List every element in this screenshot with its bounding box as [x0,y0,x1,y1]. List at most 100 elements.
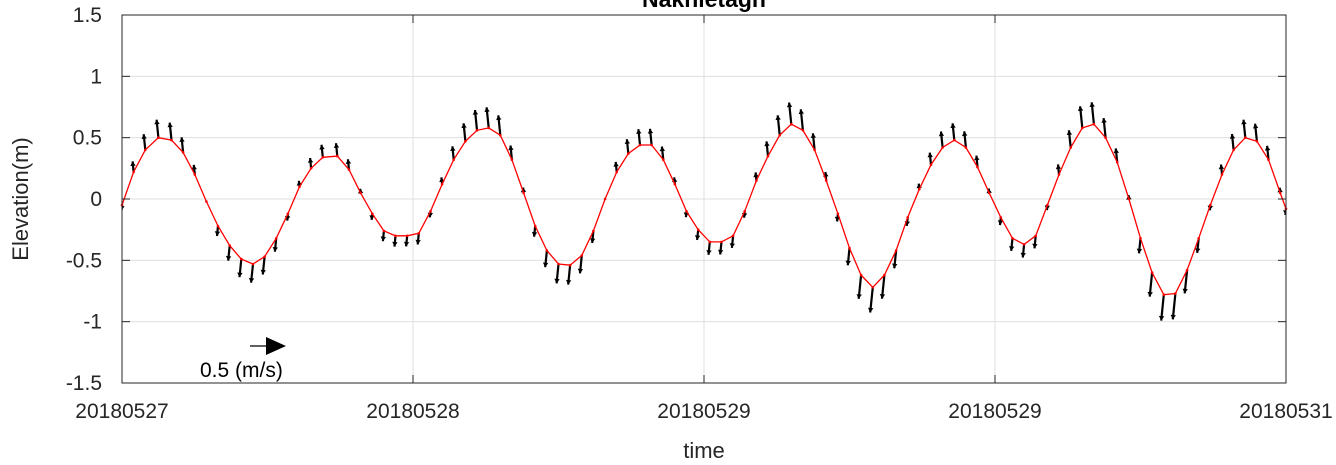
current-arrow [392,235,398,247]
current-arrow-head [484,107,490,112]
data-point [1046,203,1049,207]
current-arrow [154,119,160,138]
current-arrow-head [590,238,596,243]
current-arrow-head [706,250,712,255]
data-point [580,254,584,257]
data-point [824,179,828,182]
current-arrow [333,143,340,157]
current-arrow-head [1283,210,1286,215]
current-arrow-head [1113,148,1119,154]
current-arrow [1113,148,1119,163]
current-arrow-head [1170,314,1176,320]
data-point [1267,158,1270,161]
current-arrow-head [225,255,232,261]
data-point [440,183,444,186]
reference-vector: 0.5 (m/s) [200,337,286,382]
current-arrow [415,233,421,245]
data-point [883,273,886,277]
current-arrow [272,238,278,252]
current-arrow-head [753,172,759,178]
data-point [592,229,595,233]
current-arrow-head [694,235,701,240]
current-arrow [868,287,874,313]
current-arrow [753,172,759,181]
data-point [394,234,397,238]
y-tick-label: 0 [90,188,102,211]
data-point [801,129,805,132]
current-arrow-head [472,110,479,115]
data-point [1232,148,1235,152]
data-point [274,237,278,240]
current-arrow [775,115,781,136]
current-arrow [531,225,538,237]
current-arrow-head [248,278,255,283]
current-arrow-head [345,159,352,164]
current-arrow-head [1241,119,1247,125]
current-arrow-head [1055,164,1062,170]
current-arrow [647,128,654,146]
current-arrow [938,131,945,148]
data-point [298,185,301,188]
y-tick-label: -1.5 [66,372,102,395]
data-point [790,122,793,126]
data-point [1278,191,1282,195]
current-arrow-head [613,161,619,167]
current-arrow-head [974,155,980,161]
current-arrow [472,109,479,131]
current-arrow [892,250,898,269]
data-point [1162,293,1166,297]
x-tick-label: 20180529 [657,400,750,423]
current-arrow [484,107,490,129]
current-arrow-head [879,294,886,299]
current-arrow-head [1218,164,1225,170]
data-point [720,240,723,244]
current-arrow-head [260,269,266,275]
current-arrow [307,157,314,169]
y-tick-label: -1 [83,311,102,334]
grid-lines [122,15,1286,383]
current-arrow [141,134,147,151]
current-arrow-head [1195,248,1201,253]
data-point [568,263,572,267]
current-arrow [450,146,456,160]
x-tick-labels: 20180527 20180528 20180529 20180529 20180531 [75,400,1332,423]
current-arrow-head [962,131,968,137]
data-point [170,138,173,142]
data-point [1220,173,1224,176]
data-point [1104,136,1107,139]
data-point [216,224,220,228]
current-arrow [764,141,770,157]
current-arrow-head [845,260,851,266]
data-point [499,133,502,137]
data-point [405,234,409,238]
current-arrow-head [1089,102,1095,107]
data-point [487,126,491,130]
data-point [193,173,197,176]
current-arrow [1032,235,1038,249]
current-arrow-head [577,268,584,274]
data-point [731,234,735,238]
data-point [906,216,909,219]
x-tick-label: 20180531 [1239,400,1332,423]
data-point [976,165,979,169]
current-arrow [786,102,793,125]
reference-vector-label: 0.5 (m/s) [200,359,283,382]
data-point [157,136,160,139]
data-point [382,229,386,233]
current-arrow [613,161,619,173]
data-point [766,154,770,158]
data-point [859,273,863,277]
current-arrow [1136,238,1143,254]
current-arrow [798,109,804,131]
data-point [929,163,933,166]
y-tick-label: 0.5 [73,127,102,150]
current-arrow [248,263,255,283]
data-point [475,129,479,132]
current-arrow-head [868,307,874,313]
data-point [615,170,618,174]
data-point [673,183,677,186]
current-arrow [122,205,125,211]
data-point [1127,197,1131,201]
current-arrow-head [1277,187,1283,193]
current-arrow-head [403,241,410,247]
